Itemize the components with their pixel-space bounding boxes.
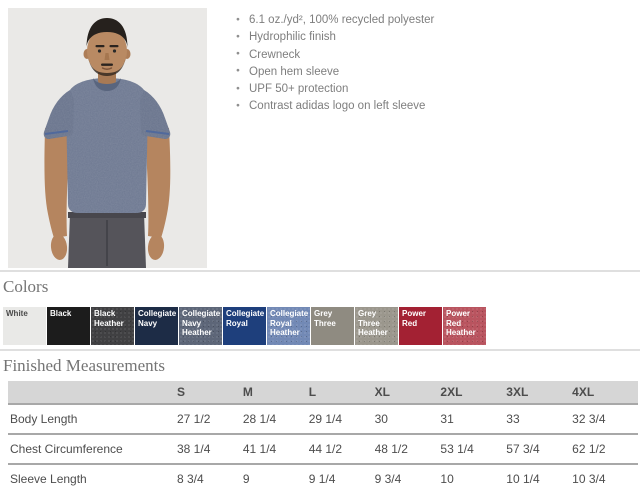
measurement-value: 27 1/2 bbox=[177, 412, 211, 426]
measurement-value: 10 1/4 bbox=[506, 472, 540, 486]
product-photo bbox=[8, 8, 207, 268]
size-column-header bbox=[8, 381, 177, 403]
feature-item: Open hem sleeve bbox=[236, 64, 616, 81]
row-label: Chest Circumference bbox=[10, 442, 123, 456]
row-label: Sleeve Length bbox=[10, 472, 87, 486]
measurement-value: 10 3/4 bbox=[572, 472, 606, 486]
row-label: Body Length bbox=[10, 412, 78, 426]
measurement-value: 48 1/2 bbox=[374, 442, 408, 456]
measurement-value: 44 1/2 bbox=[308, 442, 343, 456]
table-row-body-length: Body Length 27 1/2 28 1/4 29 1/4 30 31 3… bbox=[8, 405, 638, 435]
feature-item: Crewneck bbox=[236, 47, 616, 64]
size-column-header: 4XL bbox=[572, 385, 595, 399]
feature-item: Contrast adidas logo on left sleeve bbox=[236, 98, 616, 115]
size-column-header: 2XL bbox=[440, 385, 463, 399]
measurements-table: S M L XL 2XL 3XL 4XL Body Length 27 1/2 … bbox=[8, 381, 638, 493]
measurement-value: 31 bbox=[440, 412, 454, 426]
color-swatch-collegiate-navy[interactable]: Collegiate Navy bbox=[135, 307, 178, 345]
color-swatch-power-red[interactable]: Power Red bbox=[399, 307, 442, 345]
feature-item: Hydrophilic finish bbox=[236, 29, 616, 46]
measurement-value: 30 bbox=[374, 412, 388, 426]
color-swatch-collegiate-navy-heather[interactable]: Collegiate Navy Heather bbox=[179, 307, 222, 345]
table-row-chest-circumference: Chest Circumference 38 1/4 41 1/4 44 1/2… bbox=[8, 435, 638, 465]
measurement-value: 28 1/4 bbox=[242, 412, 277, 426]
color-swatch-collegiate-royal[interactable]: Collegiate Royal bbox=[223, 307, 266, 345]
measurement-value: 53 1/4 bbox=[440, 442, 474, 456]
size-column-header: M bbox=[242, 385, 253, 399]
measurement-value: 32 3/4 bbox=[572, 412, 606, 426]
colors-heading: Colors bbox=[3, 277, 49, 296]
color-swatch-black[interactable]: Black bbox=[47, 307, 90, 345]
measurement-value: 10 bbox=[440, 472, 454, 486]
measurement-value: 41 1/4 bbox=[242, 442, 277, 456]
model-illustration bbox=[8, 8, 207, 268]
color-swatch-list: White Black Black Heather Collegiate Nav… bbox=[3, 307, 487, 345]
feature-item: UPF 50+ protection bbox=[236, 81, 616, 98]
feature-list: 6.1 oz./yd², 100% recycled polyester Hyd… bbox=[236, 12, 616, 116]
measurement-value: 9 bbox=[242, 472, 250, 486]
measurement-value: 9 1/4 bbox=[308, 472, 336, 486]
finished-measurements-heading: Finished Measurements bbox=[3, 356, 165, 375]
table-row-sleeve-length: Sleeve Length 8 3/4 9 9 1/4 9 3/4 10 10 … bbox=[8, 465, 638, 493]
size-column-header: XL bbox=[374, 385, 390, 399]
measurement-value: 29 1/4 bbox=[308, 412, 343, 426]
measurements-header-row: S M L XL 2XL 3XL 4XL bbox=[8, 381, 638, 405]
measurement-value: 38 1/4 bbox=[177, 442, 211, 456]
color-swatch-grey-three[interactable]: Grey Three bbox=[311, 307, 354, 345]
divider bbox=[0, 349, 640, 351]
color-swatch-power-red-heather[interactable]: Power Red Heather bbox=[443, 307, 486, 345]
measurement-value: 33 bbox=[506, 412, 520, 426]
measurement-value: 8 3/4 bbox=[177, 472, 204, 486]
size-column-header: S bbox=[177, 385, 186, 399]
color-swatch-black-heather[interactable]: Black Heather bbox=[91, 307, 134, 345]
size-column-header: L bbox=[308, 385, 317, 399]
color-swatch-white[interactable]: White bbox=[3, 307, 46, 345]
feature-item: 6.1 oz./yd², 100% recycled polyester bbox=[236, 12, 616, 29]
measurement-value: 9 3/4 bbox=[374, 472, 402, 486]
measurement-value: 57 3/4 bbox=[506, 442, 540, 456]
measurement-value: 62 1/2 bbox=[572, 442, 606, 456]
size-column-header: 3XL bbox=[506, 385, 529, 399]
color-swatch-collegiate-royal-heather[interactable]: Collegiate Royal Heather bbox=[267, 307, 310, 345]
color-swatch-grey-three-heather[interactable]: Grey Three Heather bbox=[355, 307, 398, 345]
divider bbox=[0, 270, 640, 272]
